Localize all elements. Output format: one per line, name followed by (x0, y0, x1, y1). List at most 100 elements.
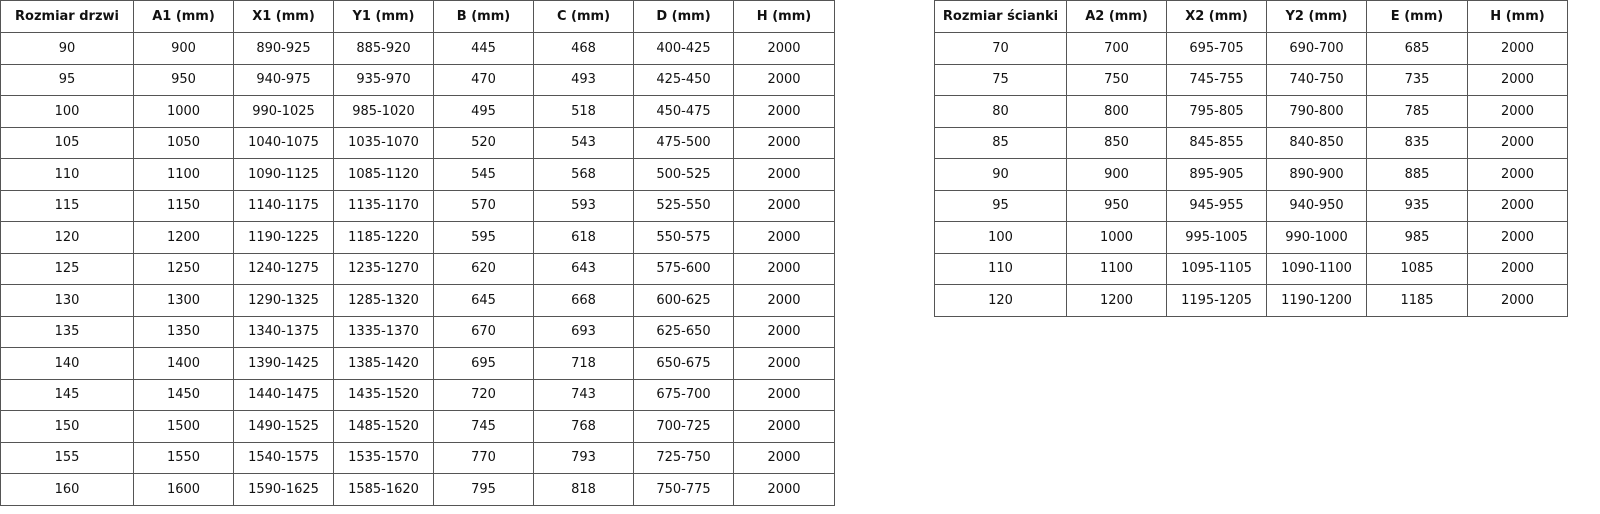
column-header: C (mm) (533, 0, 634, 33)
table-cell: 1140-1175 (233, 189, 334, 222)
table-cell: 1385-1420 (333, 347, 434, 380)
table-cell: 1135-1170 (333, 189, 434, 222)
table-cell: 1285-1320 (333, 284, 434, 317)
table-cell: 2000 (733, 284, 835, 317)
table-cell: 895-905 (1166, 158, 1267, 191)
table-cell: 1435-1520 (333, 378, 434, 411)
table-cell: 643 (533, 252, 634, 285)
table-cell: 950 (1066, 189, 1167, 222)
table-cell: 700-725 (633, 410, 734, 443)
table-cell: 1150 (133, 189, 234, 222)
table-cell: 750 (1066, 63, 1167, 96)
table-cell: 1035-1070 (333, 126, 434, 159)
table-cell: 1185 (1366, 284, 1468, 317)
table-cell: 2000 (733, 221, 835, 254)
table-cell: 145 (0, 378, 134, 411)
table-cell: 445 (433, 32, 534, 65)
door-dimensions-table: Rozmiar drzwi A1 (mm) X1 (mm) Y1 (mm) B (mm)… (0, 0, 835, 506)
table-row: 80 800 795-805 790-800 785 2000 (934, 95, 1568, 128)
table-cell: 745 (433, 410, 534, 443)
table-cell: 570 (433, 189, 534, 222)
table-cell: 795 (433, 473, 534, 506)
table-cell: 2000 (1467, 221, 1568, 254)
table-cell: 110 (0, 158, 134, 191)
table-cell: 985-1020 (333, 95, 434, 128)
table-cell: 2000 (1467, 126, 1568, 159)
table-cell: 75 (934, 63, 1067, 96)
table-cell: 525-550 (633, 189, 734, 222)
wall-dimensions-table: Rozmiar ścianki A2 (mm) X2 (mm) Y2 (mm) E (m… (934, 0, 1568, 317)
table-row: 160 1600 1590-1625 1585-1620 795 818 750-775 20… (0, 473, 835, 506)
table-cell: 1100 (133, 158, 234, 191)
table-cell: 695 (433, 347, 534, 380)
table-cell: 2000 (733, 252, 835, 285)
table-cell: 835 (1366, 126, 1468, 159)
table-cell: 2000 (1467, 158, 1568, 191)
header-row: Rozmiar drzwi A1 (mm) X1 (mm) Y1 (mm) B (mm)… (0, 0, 835, 33)
column-header: Y1 (mm) (333, 0, 434, 33)
column-header: D (mm) (633, 0, 734, 33)
table-row: 110 1100 1095-1105 1090-1100 1085 2000 (934, 252, 1568, 285)
table-cell: 618 (533, 221, 634, 254)
table-cell: 470 (433, 63, 534, 96)
table-row: 120 1200 1195-1205 1190-1200 1185 2000 (934, 284, 1568, 317)
table-cell: 1440-1475 (233, 378, 334, 411)
column-header: Rozmiar ścianki (934, 0, 1067, 33)
table-cell: 940-950 (1266, 189, 1367, 222)
table-cell: 450-475 (633, 95, 734, 128)
table-cell: 1000 (133, 95, 234, 128)
table-cell: 695-705 (1166, 32, 1267, 65)
table-cell: 575-600 (633, 252, 734, 285)
table-cell: 625-650 (633, 315, 734, 348)
table-cell: 2000 (733, 95, 835, 128)
table-cell: 1240-1275 (233, 252, 334, 285)
table-cell: 90 (934, 158, 1067, 191)
table-cell: 495 (433, 95, 534, 128)
table-cell: 593 (533, 189, 634, 222)
table-cell: 550-575 (633, 221, 734, 254)
table-cell: 793 (533, 441, 634, 474)
table-cell: 90 (0, 32, 134, 65)
table-row: 120 1200 1190-1225 1185-1220 595 618 550-575 20… (0, 221, 835, 254)
table-cell: 120 (934, 284, 1067, 317)
table-cell: 718 (533, 347, 634, 380)
table-cell: 95 (934, 189, 1067, 222)
table-row: 105 1050 1040-1075 1035-1070 520 543 475-500 20… (0, 126, 835, 159)
table-cell: 425-450 (633, 63, 734, 96)
table-cell: 1085 (1366, 252, 1468, 285)
column-header: X2 (mm) (1166, 0, 1267, 33)
table-row: 155 1550 1540-1575 1535-1570 770 793 725-750 20… (0, 441, 835, 474)
table-cell: 1400 (133, 347, 234, 380)
table-cell: 1290-1325 (233, 284, 334, 317)
column-header: E (mm) (1366, 0, 1468, 33)
table-cell: 2000 (733, 63, 835, 96)
table-cell: 1535-1570 (333, 441, 434, 474)
table-cell: 1050 (133, 126, 234, 159)
table-cell: 2000 (733, 378, 835, 411)
table-cell: 1040-1075 (233, 126, 334, 159)
column-header: H (mm) (1467, 0, 1568, 33)
table-row: 95 950 945-955 940-950 935 2000 (934, 189, 1568, 222)
table-cell: 1390-1425 (233, 347, 334, 380)
table-cell: 115 (0, 189, 134, 222)
table-cell: 1250 (133, 252, 234, 285)
column-header: Y2 (mm) (1266, 0, 1367, 33)
table-cell: 100 (0, 95, 134, 128)
table-cell: 1590-1625 (233, 473, 334, 506)
table-row: 90 900 890-925 885-920 445 468 400-425 2000 (0, 32, 835, 65)
table-row: 90 900 895-905 890-900 885 2000 (934, 158, 1568, 191)
table-cell: 1235-1270 (333, 252, 434, 285)
table-row: 145 1450 1440-1475 1435-1520 720 743 675-700 20… (0, 378, 835, 411)
table-cell: 2000 (1467, 95, 1568, 128)
column-header: A1 (mm) (133, 0, 234, 33)
table-cell: 2000 (1467, 284, 1568, 317)
table-cell: 543 (533, 126, 634, 159)
table-cell: 1185-1220 (333, 221, 434, 254)
table-cell: 2000 (1467, 189, 1568, 222)
table-cell: 785 (1366, 95, 1468, 128)
table-cell: 1200 (133, 221, 234, 254)
table-cell: 568 (533, 158, 634, 191)
table-row: 100 1000 990-1025 985-1020 495 518 450-475 2000 (0, 95, 835, 128)
table-cell: 2000 (1467, 32, 1568, 65)
table-cell: 845-855 (1166, 126, 1267, 159)
